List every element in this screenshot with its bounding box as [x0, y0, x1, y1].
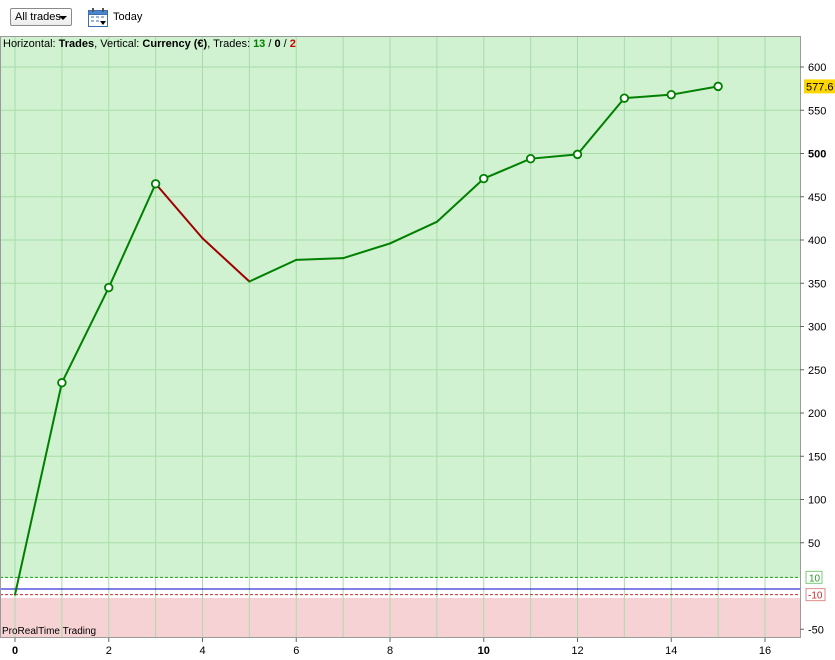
trade-point — [479, 173, 489, 184]
equity-segment-gain — [342, 242, 391, 260]
y-tick-label: 500 — [808, 149, 826, 161]
value-badges: 577.6 10 -10 — [804, 79, 835, 602]
upper-threshold-label: 10 — [809, 573, 821, 584]
y-tick-label: 250 — [808, 365, 826, 377]
y-tick-label: 50 — [808, 538, 820, 550]
y-tick-label: -50 — [808, 624, 824, 636]
y-tick-label: 550 — [808, 105, 826, 117]
neutral-trades-count: 0 — [274, 38, 281, 50]
equity-segment-gain — [529, 153, 579, 160]
equity-segment-gain — [248, 258, 298, 283]
trades-filter-select[interactable]: All trades — [10, 8, 72, 26]
today-label: Today — [113, 11, 143, 23]
equity-segment-gain — [60, 286, 110, 384]
equity-segment-gain — [623, 93, 673, 100]
y-axis: -50 50 100 150 200 250 300 350 400 450 500 550 600 — [800, 62, 826, 636]
x-tick-label: 14 — [665, 645, 677, 657]
y-tick-label: 200 — [808, 408, 826, 420]
last-value-badge — [804, 79, 835, 94]
equity-segment-gain — [435, 177, 485, 223]
dropdown-caret-icon — [59, 16, 67, 20]
chart-header: Horizontal: Trades, Vertical: Currency (… — [3, 38, 296, 50]
y-tick-label: 450 — [808, 192, 826, 204]
x-tick-label: 16 — [759, 645, 771, 657]
y-tick-label: 100 — [808, 495, 826, 507]
trade-markers — [57, 81, 723, 388]
x-axis: 0 2 4 6 8 10 12 14 16 — [12, 638, 771, 657]
separator: / — [280, 38, 290, 50]
vertical-label: , Vertical: — [94, 38, 143, 50]
x-tick-label: 8 — [387, 645, 393, 657]
calendar-icon — [88, 8, 108, 27]
lower-threshold-label: -10 — [808, 591, 823, 602]
trade-point — [619, 93, 630, 103]
today-button[interactable]: Today — [88, 7, 158, 29]
trade-point — [572, 149, 583, 160]
horizontal-label: Horizontal: — [3, 38, 59, 50]
lower-threshold-badge — [805, 588, 826, 602]
trade-point — [713, 81, 723, 92]
separator: / — [265, 38, 275, 50]
last-value-label: 577.6 — [806, 81, 834, 93]
y-tick-label: 150 — [808, 451, 826, 463]
upper-threshold-badge — [805, 570, 823, 584]
equity-segment-gain — [389, 220, 438, 245]
y-tick-label: 350 — [808, 278, 826, 290]
trade-point — [57, 378, 67, 388]
equity-segment-gain — [482, 157, 532, 180]
equity-series — [14, 85, 720, 596]
equity-segment-gain — [295, 257, 345, 261]
horizontal-value: Trades — [58, 38, 95, 50]
losing-trades-count: 2 — [289, 38, 296, 50]
winning-trades-count: 13 — [253, 38, 266, 50]
gain-zone — [0, 36, 800, 578]
trades-label: , Trades: — [207, 38, 254, 50]
x-tick-label: 0 — [12, 645, 18, 657]
x-tick-label: 6 — [293, 645, 299, 657]
trade-point — [525, 153, 536, 164]
toolbar: All trades Today — [0, 0, 835, 36]
vertical-value: Currency (€) — [142, 38, 208, 50]
loss-zone — [0, 598, 800, 638]
x-tick-label: 10 — [478, 645, 490, 657]
equity-segment-gain — [107, 182, 157, 289]
y-tick-label: 300 — [808, 322, 826, 334]
equity-segment-loss — [154, 182, 204, 240]
equity-segment-gain — [14, 381, 63, 596]
y-tick-label: 400 — [808, 235, 826, 247]
x-tick-label: 2 — [106, 645, 112, 657]
watermark: ProRealTime Trading — [2, 626, 97, 637]
neutral-zone — [0, 578, 800, 598]
trade-point — [150, 179, 161, 189]
trade-point — [666, 89, 676, 100]
plot-border — [0, 36, 801, 638]
grid — [0, 37, 800, 637]
equity-segment-gain — [670, 85, 720, 96]
equity-segment-loss — [201, 237, 251, 283]
y-tick-label: 600 — [808, 62, 826, 74]
x-tick-label: 12 — [571, 645, 583, 657]
trade-point — [104, 282, 114, 293]
trades-filter-value: All trades — [15, 11, 61, 23]
equity-segment-gain — [576, 97, 626, 156]
x-tick-label: 4 — [199, 645, 205, 657]
